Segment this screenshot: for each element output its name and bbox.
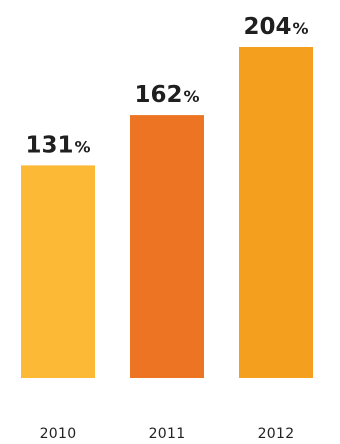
- value-number-2011: 162: [134, 82, 182, 108]
- value-label-2012: 204%: [243, 14, 308, 40]
- value-number-2012: 204: [243, 14, 291, 40]
- value-label-2011: 162%: [134, 82, 199, 108]
- x-tick-label-2012: 2012: [258, 426, 295, 442]
- value-unit-2012: %: [292, 19, 308, 38]
- bar-2012: [239, 47, 313, 378]
- bar-2010: [21, 165, 95, 378]
- bar-2011: [130, 115, 204, 378]
- value-unit-2010: %: [74, 137, 90, 156]
- value-number-2010: 131: [25, 132, 73, 158]
- value-label-2010: 131%: [25, 132, 90, 158]
- x-tick-label-2011: 2011: [149, 426, 186, 442]
- value-unit-2011: %: [183, 87, 199, 106]
- x-tick-label-2010: 2010: [40, 426, 77, 442]
